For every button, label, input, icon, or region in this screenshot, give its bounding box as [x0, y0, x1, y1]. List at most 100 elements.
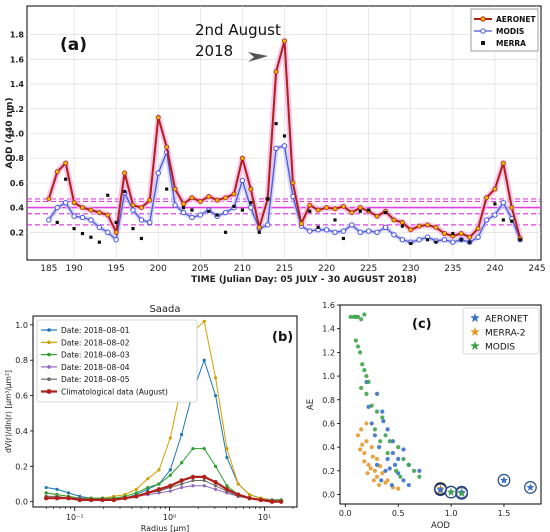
scatter-point [380, 409, 385, 414]
legend-label: AERONET [496, 15, 536, 24]
size-dist-point [168, 468, 172, 472]
aeronet-point [147, 197, 153, 203]
aeronet-point [408, 227, 414, 233]
modis-point [138, 217, 145, 223]
modis-point [147, 219, 153, 226]
size-dist-point [168, 483, 173, 488]
modis-point [382, 224, 389, 231]
size-dist-point [134, 494, 139, 499]
x-tick-label-185: 185 [40, 264, 57, 274]
scatter-point [411, 468, 417, 473]
modis-point [307, 228, 313, 234]
aeronet-point [290, 180, 296, 186]
merra-point [425, 238, 430, 242]
scatter-point [406, 462, 411, 468]
modis-point [349, 222, 355, 228]
legend-swatch-marker [481, 41, 485, 45]
aeronet-point [88, 207, 94, 213]
legend-label: Date: 2018–08–02 [61, 338, 130, 347]
panel-label: (c) [412, 317, 432, 332]
modis-point [239, 177, 246, 184]
size-dist-point [44, 485, 48, 490]
x-tick-label: 195 [108, 264, 125, 274]
x-tick-label: 205 [192, 264, 209, 274]
size-dist-point [168, 436, 172, 440]
size-dist-point [156, 487, 162, 492]
size-dist-point [191, 478, 195, 483]
scatter-point [401, 456, 406, 462]
scatter-point [362, 312, 367, 317]
scatter-point [379, 478, 384, 483]
size-dist-point [191, 484, 195, 488]
aeronet-point [181, 201, 186, 207]
x-tick-label: 200 [150, 264, 167, 274]
merra-point [181, 206, 186, 210]
scatter-point [387, 439, 392, 444]
size-dist-point [168, 473, 172, 477]
aeronet-point [467, 234, 473, 240]
scatter-point [377, 482, 382, 488]
scatter-point [392, 462, 398, 468]
legend-swatch-marker [47, 340, 51, 345]
scatter-point [377, 445, 382, 450]
aeronet-point [80, 205, 85, 211]
aeronet-point [433, 224, 439, 230]
size-dist-point [213, 393, 218, 398]
modis-point [391, 232, 397, 238]
size-dist-point [146, 485, 150, 490]
scatter-point [385, 427, 390, 432]
x-tick-label: 10⁻¹ [66, 513, 84, 522]
modis-point [500, 199, 507, 206]
merra-point [459, 238, 463, 242]
size-dist-point [213, 480, 218, 485]
aeronet-point [139, 205, 144, 211]
scatter-point [396, 456, 401, 462]
scatter-point [378, 463, 383, 469]
size-dist-point [202, 484, 206, 488]
aeronet-point [240, 155, 245, 161]
scatter-point [359, 317, 364, 322]
legend-label: AERONET [485, 315, 529, 325]
highlight-ring [497, 473, 511, 487]
size-dist-point [247, 495, 252, 501]
aeronet-point [315, 207, 321, 213]
size-dist-point [247, 493, 252, 497]
merra-point [207, 209, 211, 213]
merra-point [190, 208, 194, 212]
aeronet-point [484, 195, 489, 201]
aeronet-point [164, 144, 170, 150]
size-dist-point [168, 489, 172, 493]
merra-point [257, 230, 261, 234]
y-tick-label: 0.4 [15, 427, 28, 436]
legend-label: MERRA [496, 39, 526, 48]
scatter-point [370, 454, 375, 459]
merra-point [215, 213, 219, 217]
size-dist-point [122, 495, 128, 501]
modis-point [62, 199, 69, 206]
scatter-point [385, 456, 390, 462]
aeronet-point [416, 223, 422, 229]
scatter-point [362, 459, 367, 464]
panel-label: (a) [60, 35, 87, 55]
size-dist-point [258, 497, 263, 503]
size-dist-point [202, 474, 207, 480]
aeronet-point [197, 199, 203, 204]
scatter-point [383, 433, 388, 438]
merra-point [139, 236, 144, 241]
modis-point [399, 237, 406, 243]
legend-star-marker [470, 327, 480, 336]
modis-point [492, 212, 498, 218]
modis-point [96, 224, 103, 231]
scatter-point [359, 385, 364, 391]
x-axis-label: AOD [431, 521, 450, 531]
modis-point [441, 237, 448, 243]
y-tick-label: 1.0 [15, 321, 28, 330]
highlight-star [447, 488, 456, 496]
modis-point [113, 237, 119, 243]
y-tick-label: 1.6 [10, 55, 25, 64]
size-dist-point [236, 482, 240, 486]
scatter-point [366, 462, 371, 468]
aeronet-point [105, 212, 111, 218]
size-dist-point [213, 464, 218, 468]
scatter-point [401, 478, 406, 483]
